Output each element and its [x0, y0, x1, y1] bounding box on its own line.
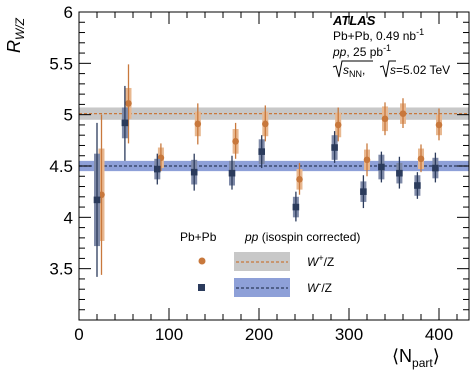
data-point-0-9 — [381, 102, 389, 136]
data-point-0-3 — [194, 103, 202, 145]
x-tick-label: 100 — [155, 325, 183, 344]
point-marker — [125, 100, 132, 107]
point-marker — [292, 203, 300, 211]
annotation-line-3: sNN, s=5.02 TeV — [332, 60, 450, 79]
point-marker — [417, 155, 425, 163]
legend-wminus-marker — [198, 284, 205, 291]
x-tick-label: 0 — [74, 325, 83, 344]
data-point-1-12 — [432, 152, 439, 183]
y-tick-label: 4 — [64, 208, 73, 227]
data-point-1-4 — [228, 155, 236, 190]
data-point-1-8 — [360, 175, 367, 209]
data-point-1-10 — [396, 156, 403, 189]
legend-column-pbpb: Pb+Pb — [180, 230, 217, 244]
point-marker — [190, 168, 198, 176]
point-marker — [194, 120, 202, 128]
legend: Pb+Pb pp (isospin corrected) W+/Z W-/Z — [180, 230, 360, 297]
x-tick-label: 200 — [245, 325, 273, 344]
point-marker — [396, 169, 403, 177]
legend-wplus-label: W+/Z — [307, 253, 334, 269]
point-marker — [93, 196, 101, 204]
point-marker — [363, 156, 371, 164]
data-point-0-11 — [417, 144, 425, 173]
data-point-1-1 — [121, 85, 129, 161]
point-marker — [121, 119, 129, 127]
point-marker — [331, 144, 338, 151]
point-marker — [262, 120, 269, 128]
axis-ticks — [78, 11, 469, 321]
data-point-1-7 — [331, 131, 338, 163]
point-marker — [435, 121, 443, 129]
data-point-1-5 — [258, 135, 265, 169]
y-tick-label: 5.5 — [49, 54, 73, 73]
data-point-1-3 — [190, 153, 198, 191]
data-point-0-12 — [435, 108, 443, 141]
annotation-line-1: Pb+Pb, 0.49 nb-1 — [333, 27, 424, 43]
data-point-1-2 — [154, 153, 161, 185]
data-point-0-1 — [125, 64, 132, 144]
pp-reference-bands — [79, 107, 469, 172]
sqrt-sign-1 — [332, 60, 373, 78]
data-point-0-4 — [232, 122, 239, 159]
data-point-0-10 — [399, 98, 407, 129]
data-point-0-6 — [296, 162, 303, 195]
y-axis-title: RW/Z — [4, 17, 27, 53]
point-marker — [378, 163, 385, 171]
annotation-line-3-text: sNN, s=5.02 TeV — [343, 63, 450, 79]
point-marker — [154, 165, 161, 173]
point-marker — [232, 138, 239, 145]
x-tick-label: 400 — [425, 325, 453, 344]
x-tick-label: 300 — [335, 325, 363, 344]
point-marker — [360, 188, 367, 195]
point-marker — [228, 169, 236, 177]
data-points — [93, 64, 443, 277]
sqrt-sign-2 — [379, 60, 396, 78]
data-point-1-11 — [414, 172, 421, 199]
y-tick-label: 5 — [64, 106, 73, 125]
point-marker — [381, 115, 389, 123]
data-point-1-6 — [292, 191, 300, 222]
y-tick-label: 4.5 — [49, 157, 73, 176]
axis-tick-labels: 3.5 4 4.5 5 5.5 6 0 100 200 300 400 — [49, 3, 453, 344]
point-marker — [432, 164, 439, 172]
legend-wplus-marker — [198, 257, 206, 265]
legend-column-pp: pp (isospin corrected) — [244, 230, 360, 244]
experiment-label: ATLAS — [332, 13, 376, 28]
y-tick-label: 6 — [64, 3, 73, 22]
annotation-line-2: pp, 25 pb-1 — [332, 43, 391, 59]
data-point-0-5 — [262, 105, 269, 142]
point-marker — [258, 148, 265, 155]
point-marker — [399, 110, 407, 117]
x-axis-title: ⟨Npart⟩ — [392, 346, 440, 370]
data-point-0-8 — [363, 143, 371, 177]
y-tick-label: 3.5 — [49, 260, 73, 279]
data-point-1-0 — [93, 122, 101, 277]
point-marker — [334, 121, 342, 129]
data-point-0-7 — [334, 107, 342, 142]
legend-wminus-label: W-/Z — [307, 279, 332, 295]
data-point-1-9 — [378, 151, 385, 183]
point-marker — [296, 176, 303, 183]
point-marker — [414, 182, 421, 189]
